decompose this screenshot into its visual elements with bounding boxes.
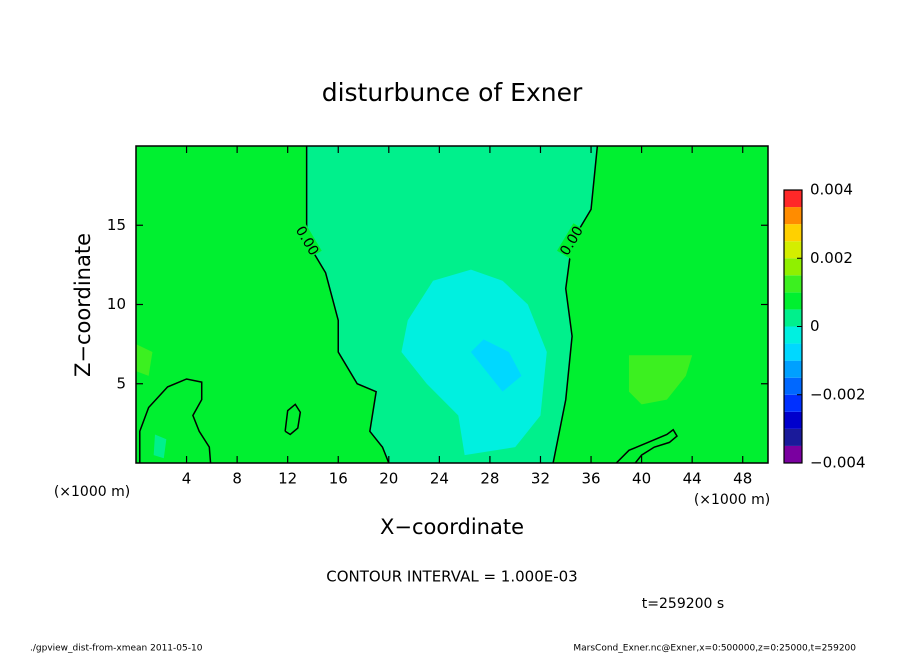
colorbar-swatch	[784, 343, 802, 361]
field: 0.00 0.00	[136, 146, 768, 463]
annotation: CONTOUR INTERVAL = 1.000E-03	[326, 568, 577, 586]
contour-region	[401, 269, 547, 456]
colorbar-swatch	[784, 377, 802, 395]
footer-right: MarsCond_Exner.nc@Exner,x=0:500000,z=0:2…	[573, 644, 856, 654]
footer-left: ./gpview_dist-from-xmean 2011-05-10	[30, 644, 203, 654]
colorbar-swatch	[784, 224, 802, 242]
x-tick-label: 48	[733, 470, 752, 488]
chart-title: disturbunce of Exner	[322, 78, 583, 107]
colorbar-swatch	[784, 292, 802, 310]
x-tick-label: 36	[581, 470, 600, 488]
x-tick-label: 12	[278, 470, 297, 488]
contour-region	[470, 339, 522, 392]
x-axis-label: X−coordinate	[380, 515, 524, 539]
colorbar-tick-label: 0.004	[810, 181, 853, 199]
colorbar-tick-label: 0.002	[810, 249, 853, 267]
contour-label-bg	[557, 223, 588, 259]
y-unit: (×1000 m)	[54, 484, 130, 500]
time-label: t=259200 s	[642, 596, 724, 612]
colorbar-tick-label: −0.002	[810, 385, 866, 403]
colorbar-swatch	[784, 428, 802, 446]
colorbar-swatch	[784, 326, 802, 344]
contour-line	[305, 146, 390, 463]
colorbar-swatch	[784, 190, 802, 208]
contour-line	[615, 428, 678, 463]
colorbar-tick-label: −0.004	[810, 454, 866, 472]
x-tick-label: 8	[232, 470, 242, 488]
x-tick-label: 20	[379, 470, 398, 488]
colorbar-tick-label: 0	[810, 317, 820, 335]
x-tick-label: 32	[531, 470, 550, 488]
y-tick-label: 15	[107, 216, 126, 234]
x-unit: (×1000 m)	[694, 492, 770, 508]
colorbar-swatch	[784, 360, 802, 378]
x-tick-label: 16	[329, 470, 348, 488]
colorbar-swatch	[784, 394, 802, 412]
colorbar-swatch	[784, 207, 802, 225]
x-tick-label: 24	[430, 470, 449, 488]
contour-line	[284, 403, 302, 436]
contour-region	[136, 344, 153, 376]
contour-label-bg	[291, 223, 322, 259]
colorbar-swatch	[784, 445, 802, 463]
contour-line	[552, 146, 599, 463]
x-tick-label: 44	[683, 470, 702, 488]
y-tick-label: 10	[107, 295, 126, 313]
colorbar-swatch	[784, 241, 802, 259]
colorbar-swatch	[784, 309, 802, 327]
colorbar-swatch	[784, 275, 802, 293]
contour-line	[139, 378, 212, 463]
colorbar-swatch	[784, 258, 802, 276]
x-tick-label: 40	[632, 470, 651, 488]
y-axis-label: Z−coordinate	[71, 233, 95, 377]
colorbar-swatch	[784, 411, 802, 429]
x-tick-label: 28	[480, 470, 499, 488]
contour-region	[153, 434, 167, 459]
x-tick-label: 4	[182, 470, 192, 488]
contour-region	[628, 355, 693, 405]
y-tick-label: 5	[116, 374, 126, 392]
